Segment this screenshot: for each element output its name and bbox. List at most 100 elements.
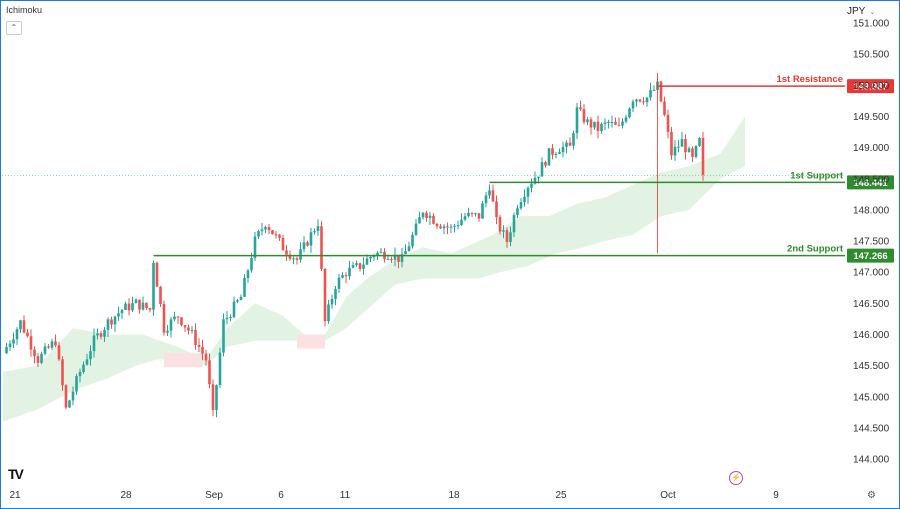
candle-body: [194, 329, 197, 345]
candle-body: [239, 296, 243, 301]
y-tick-label: 149.000: [853, 143, 890, 154]
x-tick-label: 18: [448, 490, 460, 501]
candle-body: [701, 138, 705, 175]
candle-body: [43, 346, 47, 354]
candle-body: [614, 121, 617, 125]
currency-selector[interactable]: JPY ⌄: [847, 6, 875, 17]
x-tick-label: 11: [340, 490, 351, 501]
candle-body: [586, 119, 589, 123]
candle-body: [176, 316, 180, 318]
candle-body: [684, 139, 687, 153]
candle-body: [26, 332, 29, 337]
level-label-2: 2nd Support: [787, 244, 844, 255]
level-label-0: 1st Resistance: [776, 74, 843, 85]
candle-body: [344, 275, 348, 277]
candle-body: [348, 267, 351, 277]
candle-body: [337, 277, 341, 289]
candle-body: [57, 345, 61, 360]
candle-body: [418, 217, 421, 224]
candle-body: [621, 121, 624, 126]
x-tick-label: 6: [278, 490, 284, 501]
y-tick-label: 150.500: [853, 50, 890, 61]
candle-body: [323, 268, 327, 322]
candle-body: [169, 319, 173, 331]
candle-body: [225, 317, 229, 320]
level-price-text-1: 148.441: [853, 178, 888, 189]
level-price-tag-0: [847, 79, 894, 94]
candle-body: [593, 121, 596, 128]
candle-body: [638, 99, 642, 102]
candle-body: [180, 317, 183, 326]
candle-body: [631, 101, 635, 109]
candle-body: [677, 146, 680, 148]
candle-body: [54, 341, 57, 346]
candle-body: [92, 335, 96, 352]
candle-body: [400, 254, 404, 262]
candle-body: [530, 183, 533, 188]
collapse-icon[interactable]: ⌃: [6, 21, 22, 35]
candle-body: [19, 320, 22, 330]
candle-body: [110, 319, 113, 325]
candle-body: [351, 265, 355, 268]
candle-body: [575, 107, 579, 134]
candle-body: [680, 139, 684, 147]
candle-body: [113, 316, 117, 325]
candle-body: [306, 242, 309, 246]
candle-body: [446, 226, 449, 228]
level-label-1: 1st Support: [790, 170, 844, 181]
settings-gear-icon[interactable]: ⚙: [867, 490, 876, 501]
candle-body: [467, 212, 470, 217]
candle-body: [509, 232, 512, 243]
candle-body: [568, 142, 572, 146]
candle-body: [425, 212, 428, 218]
lightning-icon[interactable]: ⚡: [729, 471, 743, 485]
candle-body: [610, 121, 614, 123]
candle-body: [15, 329, 19, 340]
y-tick-label: 148.500: [853, 174, 890, 185]
candle-body: [278, 234, 281, 238]
y-tick-label: 148.000: [853, 205, 890, 216]
candle-body: [264, 227, 267, 230]
candle-body: [369, 257, 372, 259]
candle-body: [456, 225, 460, 227]
candle-body: [152, 262, 155, 310]
candle-body: [365, 258, 369, 265]
candle-body: [222, 319, 225, 353]
candle-body: [68, 400, 71, 408]
candle-body: [274, 234, 278, 236]
candle-body: [407, 246, 411, 252]
candle-body: [698, 138, 701, 147]
candle-body: [463, 216, 467, 220]
candle-body: [12, 339, 15, 344]
candle-body: [376, 252, 379, 256]
candle-body: [512, 215, 516, 233]
candle-body: [694, 146, 698, 157]
candle-body: [607, 121, 610, 123]
chevron-down-icon: ⌄: [869, 9, 876, 16]
candle-body: [162, 304, 166, 333]
candle-body: [267, 227, 271, 231]
y-tick-label: 146.000: [853, 330, 890, 341]
x-tick-label: 28: [120, 490, 132, 501]
indicator-label[interactable]: Ichimoku: [6, 5, 43, 15]
candle-body: [71, 391, 75, 401]
candle-body: [628, 108, 631, 118]
candle-body: [635, 99, 638, 102]
candle-body: [502, 230, 505, 232]
candle-body: [36, 356, 40, 363]
candle-body: [649, 90, 652, 98]
y-tick-label: 147.500: [853, 237, 890, 248]
candle-body: [299, 249, 302, 260]
x-tick-label: 21: [9, 490, 21, 501]
candle-body: [120, 309, 124, 314]
candle-body: [285, 250, 288, 255]
ichimoku-cloud-bearish: [297, 334, 325, 349]
candle-body: [316, 226, 320, 232]
candle-body: [211, 384, 215, 410]
candle-body: [302, 242, 306, 250]
candle-body: [603, 122, 607, 124]
candle-body: [379, 251, 383, 253]
candle-body: [544, 162, 547, 166]
candle-body: [523, 196, 526, 203]
